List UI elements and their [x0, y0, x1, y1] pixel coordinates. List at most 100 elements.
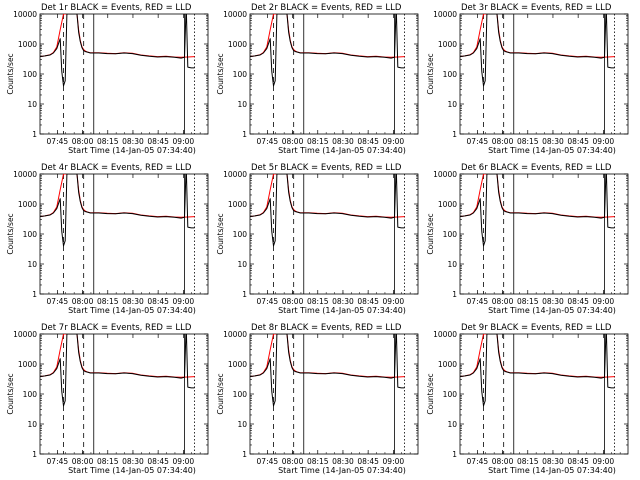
y-tick-label: 100	[443, 390, 458, 399]
chart-title: Det 5r BLACK = Events, RED = LLD	[251, 163, 402, 173]
x-tick-label: 08:30	[122, 297, 144, 306]
series-line-events	[460, 14, 615, 87]
x-axis-label: Start Time (14-Jan-05 07:34:40)	[488, 306, 616, 315]
x-tick-label: 07:45	[47, 137, 69, 146]
x-tick-label: 08:45	[567, 137, 589, 146]
y-axis-label: Counts/sec	[6, 213, 15, 254]
plot-area	[250, 14, 405, 134]
y-tick-label: 10000	[433, 330, 457, 339]
x-tick-label: 08:45	[147, 137, 169, 146]
x-axis-label: Start Time (14-Jan-05 07:34:40)	[68, 146, 196, 155]
x-tick-label: 08:15	[517, 297, 539, 306]
plot-area	[40, 174, 195, 294]
x-tick-label: 08:45	[147, 297, 169, 306]
y-tick-label: 1000	[438, 200, 457, 209]
y-tick-label: 10000	[433, 170, 457, 179]
y-tick-label: 10	[237, 100, 247, 109]
y-tick-label: 10000	[223, 170, 247, 179]
chart-panel-6: Det 6r BLACK = Events, RED = LLD 1 10 100 10…	[426, 163, 629, 315]
x-tick-label: 08:30	[332, 297, 354, 306]
x-tick-label: 08:00	[72, 297, 94, 306]
x-tick-label: 09:00	[383, 457, 405, 466]
x-tick-label: 07:45	[257, 457, 279, 466]
y-tick-label: 1000	[228, 200, 247, 209]
x-tick-label: 08:00	[282, 457, 304, 466]
y-tick-label: 1	[452, 290, 457, 299]
chart-title: Det 8r BLACK = Events, RED = LLD	[251, 323, 402, 333]
x-axis-label: Start Time (14-Jan-05 07:34:40)	[488, 146, 616, 155]
y-tick-label: 1000	[18, 360, 37, 369]
y-axis-label: Counts/sec	[6, 373, 15, 414]
chart-panel-8: Det 8r BLACK = Events, RED = LLD 1 10 100 10…	[216, 323, 419, 475]
y-tick-label: 100	[23, 230, 38, 239]
x-tick-label: 08:15	[307, 137, 329, 146]
series-line-events	[460, 174, 615, 247]
chart-panel-4: Det 4r BLACK = Events, RED = LLD 1 10 100 10…	[6, 163, 209, 315]
x-axis-label: Start Time (14-Jan-05 07:34:40)	[278, 306, 406, 315]
y-tick-label: 1	[452, 130, 457, 139]
x-tick-label: 08:45	[357, 137, 379, 146]
x-tick-label: 08:45	[357, 457, 379, 466]
x-tick-label: 08:30	[542, 297, 564, 306]
series-line-events	[250, 14, 405, 87]
chart-panel-5: Det 5r BLACK = Events, RED = LLD 1 10 100 10…	[216, 163, 419, 315]
chart-panel-9: Det 9r BLACK = Events, RED = LLD 1 10 100 10…	[426, 323, 629, 475]
x-tick-label: 08:15	[97, 457, 119, 466]
y-tick-label: 1	[242, 130, 247, 139]
y-axis-label: Counts/sec	[426, 53, 435, 94]
y-tick-label: 10	[27, 260, 37, 269]
y-tick-label: 100	[443, 70, 458, 79]
x-tick-label: 08:45	[147, 457, 169, 466]
series-line-events	[250, 334, 405, 407]
x-tick-label: 09:00	[173, 137, 195, 146]
plot-area	[460, 174, 615, 294]
chart-title: Det 3r BLACK = Events, RED = LLD	[461, 3, 612, 13]
x-tick-label: 08:00	[282, 137, 304, 146]
y-tick-label: 1	[32, 130, 37, 139]
x-tick-label: 09:00	[383, 297, 405, 306]
y-tick-label: 10	[447, 260, 457, 269]
x-tick-label: 08:15	[307, 297, 329, 306]
plot-area	[40, 14, 195, 134]
chart-panel-1: Det 1r BLACK = Events, RED = LLD 1 10 100 10…	[6, 3, 209, 155]
x-tick-label: 08:15	[97, 297, 119, 306]
x-tick-label: 08:30	[332, 137, 354, 146]
y-tick-label: 1	[452, 450, 457, 459]
x-tick-label: 09:00	[593, 297, 615, 306]
x-axis-label: Start Time (14-Jan-05 07:34:40)	[68, 466, 196, 475]
y-tick-label: 100	[233, 70, 248, 79]
x-tick-label: 09:00	[593, 137, 615, 146]
y-axis-label: Counts/sec	[426, 213, 435, 254]
x-tick-label: 07:45	[467, 457, 489, 466]
x-tick-label: 08:45	[567, 457, 589, 466]
y-tick-label: 1	[32, 290, 37, 299]
x-tick-label: 08:15	[97, 137, 119, 146]
y-tick-label: 1000	[18, 40, 37, 49]
chart-title: Det 1r BLACK = Events, RED = LLD	[41, 3, 192, 13]
y-tick-label: 10000	[13, 10, 37, 19]
y-axis-label: Counts/sec	[6, 53, 15, 94]
chart-title: Det 4r BLACK = Events, RED = LLD	[41, 163, 192, 173]
x-tick-label: 07:45	[47, 297, 69, 306]
x-tick-label: 08:00	[492, 137, 514, 146]
x-tick-label: 07:45	[467, 297, 489, 306]
chart-title: Det 2r BLACK = Events, RED = LLD	[251, 3, 402, 13]
series-line-events	[40, 14, 195, 87]
y-tick-label: 1	[32, 450, 37, 459]
x-tick-label: 07:45	[257, 297, 279, 306]
y-tick-label: 1	[242, 290, 247, 299]
series-line-events	[40, 174, 195, 247]
x-tick-label: 08:00	[72, 457, 94, 466]
y-tick-label: 1000	[228, 40, 247, 49]
plot-area	[460, 14, 615, 134]
chart-panel-3: Det 3r BLACK = Events, RED = LLD 1 10 100 10…	[426, 3, 629, 155]
y-tick-label: 10	[447, 100, 457, 109]
series-line-events	[40, 334, 195, 407]
y-tick-label: 1000	[18, 200, 37, 209]
x-tick-label: 08:00	[72, 137, 94, 146]
x-tick-label: 09:00	[173, 297, 195, 306]
x-axis-label: Start Time (14-Jan-05 07:34:40)	[278, 466, 406, 475]
y-axis-label: Counts/sec	[426, 373, 435, 414]
chart-title: Det 9r BLACK = Events, RED = LLD	[461, 323, 612, 333]
